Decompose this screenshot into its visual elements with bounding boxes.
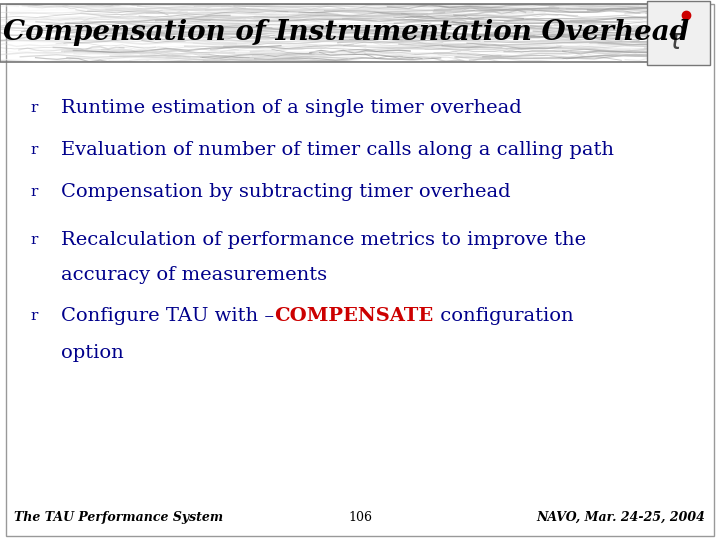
Text: configuration: configuration — [433, 307, 573, 325]
Text: Recalculation of performance metrics to improve the: Recalculation of performance metrics to … — [61, 231, 586, 249]
Text: Runtime estimation of a single timer overhead: Runtime estimation of a single timer ove… — [61, 99, 522, 117]
Text: accuracy of measurements: accuracy of measurements — [61, 266, 328, 285]
Text: option: option — [61, 343, 124, 362]
Text: 106: 106 — [348, 511, 372, 524]
Text: r: r — [31, 309, 38, 323]
Text: r: r — [31, 233, 38, 247]
Text: r: r — [31, 143, 38, 157]
Text: COMPENSATE: COMPENSATE — [274, 307, 433, 325]
Text: The TAU Performance System: The TAU Performance System — [14, 511, 223, 524]
Text: Compensation of Instrumentation Overhead: Compensation of Instrumentation Overhead — [3, 19, 688, 46]
Text: $\tau$: $\tau$ — [666, 26, 685, 55]
Text: Configure TAU with –: Configure TAU with – — [61, 307, 274, 325]
Text: Evaluation of number of timer calls along a calling path: Evaluation of number of timer calls alon… — [61, 141, 614, 159]
Text: NAVO, Mar. 24-25, 2004: NAVO, Mar. 24-25, 2004 — [536, 511, 706, 524]
Text: r: r — [31, 101, 38, 115]
Text: r: r — [31, 185, 38, 199]
Text: Compensation by subtracting timer overhead: Compensation by subtracting timer overhe… — [61, 183, 510, 201]
